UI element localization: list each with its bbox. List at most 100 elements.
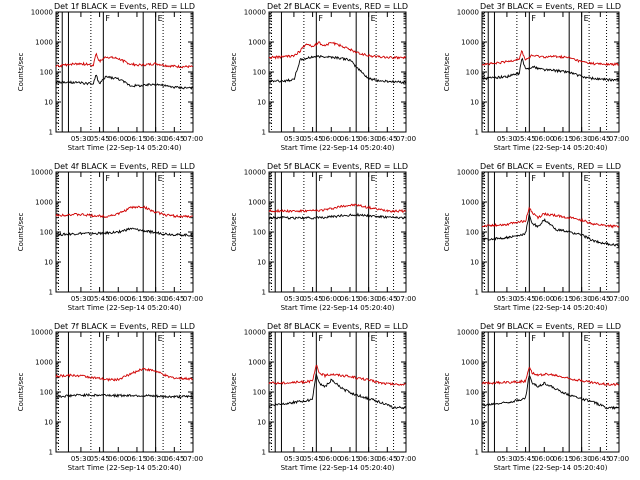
x-tick-label: 06:15 bbox=[127, 455, 147, 463]
y-tick-label: 10 bbox=[257, 99, 266, 107]
y-tick-label: 1000 bbox=[461, 359, 479, 367]
lld-series-line bbox=[55, 367, 194, 382]
y-tick-label: 1000 bbox=[248, 199, 266, 207]
y-tick-label: 1 bbox=[475, 289, 479, 297]
x-tick-label: 06:45 bbox=[164, 135, 184, 143]
x-tick-label: 05:30 bbox=[71, 295, 91, 303]
segment-label: E bbox=[584, 14, 589, 23]
y-axis-label: Counts/sec bbox=[443, 213, 451, 252]
y-tick-label: 10000 bbox=[457, 169, 479, 177]
events-series-line bbox=[268, 373, 406, 410]
y-axis-label: Counts/sec bbox=[17, 53, 25, 92]
segment-label: E bbox=[158, 14, 163, 23]
y-tick-label: 1000 bbox=[461, 39, 479, 47]
lld-series-line bbox=[268, 364, 406, 386]
y-tick-label: 1 bbox=[262, 449, 266, 457]
segment-label: F bbox=[318, 334, 323, 343]
y-tick-label: 10000 bbox=[31, 329, 53, 337]
detector-plot-5: Det 5f BLACK = Events, RED = LLD 1 10 100 10… bbox=[230, 162, 416, 312]
x-tick-label: 06:30 bbox=[146, 455, 166, 463]
x-tick-label: 06:45 bbox=[590, 455, 610, 463]
x-tick-label: 06:00 bbox=[108, 295, 128, 303]
events-series-line bbox=[55, 227, 193, 238]
events-series-line bbox=[481, 57, 620, 82]
plot-frame bbox=[55, 11, 194, 133]
y-axis-label: Counts/sec bbox=[230, 213, 238, 252]
segment-label: E bbox=[584, 334, 589, 343]
x-tick-label: 05:30 bbox=[284, 455, 304, 463]
x-tick-label: 05:45 bbox=[89, 295, 109, 303]
lld-series-line bbox=[481, 206, 620, 229]
segment-label: F bbox=[105, 174, 110, 183]
x-tick-label: 06:45 bbox=[164, 295, 184, 303]
y-tick-label: 100 bbox=[466, 389, 479, 397]
y-tick-label: 100 bbox=[40, 229, 53, 237]
segment-label: F bbox=[105, 14, 110, 23]
x-tick-label: 05:30 bbox=[284, 135, 304, 143]
y-axis-label: Counts/sec bbox=[443, 53, 451, 92]
events-series-line bbox=[55, 74, 193, 90]
x-tick-label: 06:00 bbox=[108, 455, 128, 463]
x-tick-label: 05:45 bbox=[302, 455, 322, 463]
x-tick-label: 06:00 bbox=[108, 135, 128, 143]
plot-frame bbox=[55, 171, 194, 293]
y-tick-label: 1000 bbox=[35, 39, 53, 47]
y-tick-label: 100 bbox=[466, 69, 479, 77]
x-axis-label: Start Time (22-Sep-14 05:20:40) bbox=[494, 464, 608, 472]
x-tick-label: 05:30 bbox=[71, 135, 91, 143]
segment-label: F bbox=[318, 174, 323, 183]
x-tick-label: 06:15 bbox=[340, 135, 360, 143]
detector-plot-9: Det 9f BLACK = Events, RED = LLD 1 10 100 10… bbox=[443, 322, 629, 472]
events-series-line bbox=[55, 392, 194, 399]
x-tick-label: 06:00 bbox=[321, 295, 341, 303]
x-tick-label: 05:45 bbox=[302, 135, 322, 143]
detector-plot-6: Det 6f BLACK = Events, RED = LLD 1 10 100 10… bbox=[443, 162, 629, 312]
x-tick-label: 05:30 bbox=[284, 295, 304, 303]
x-tick-label: 06:45 bbox=[377, 295, 397, 303]
x-tick-label: 06:15 bbox=[127, 135, 147, 143]
segment-label: E bbox=[158, 334, 163, 343]
x-tick-label: 05:45 bbox=[515, 295, 535, 303]
x-tick-label: 07:00 bbox=[183, 295, 203, 303]
detector-plot-7: Det 7f BLACK = Events, RED = LLD 1 10 100 10… bbox=[17, 322, 203, 472]
plot-frame bbox=[55, 331, 194, 453]
plot-frame bbox=[268, 171, 407, 293]
plot-frame bbox=[268, 11, 407, 133]
x-tick-label: 05:30 bbox=[497, 455, 517, 463]
x-tick-label: 07:00 bbox=[396, 135, 416, 143]
y-tick-label: 1000 bbox=[248, 359, 266, 367]
detector-plot-8: Det 8f BLACK = Events, RED = LLD 1 10 100 10… bbox=[230, 322, 416, 472]
x-tick-label: 06:30 bbox=[359, 135, 379, 143]
x-tick-label: 06:30 bbox=[359, 455, 379, 463]
x-tick-label: 06:45 bbox=[164, 455, 184, 463]
events-series-line bbox=[481, 375, 620, 410]
plot-title: Det 4f BLACK = Events, RED = LLD bbox=[54, 162, 195, 171]
y-tick-label: 100 bbox=[40, 69, 53, 77]
plot-title: Det 2f BLACK = Events, RED = LLD bbox=[267, 2, 408, 11]
x-tick-label: 06:00 bbox=[321, 135, 341, 143]
x-axis-label: Start Time (22-Sep-14 05:20:40) bbox=[281, 304, 395, 312]
x-tick-label: 07:00 bbox=[609, 295, 629, 303]
segment-label: F bbox=[105, 334, 110, 343]
plot-title: Det 5f BLACK = Events, RED = LLD bbox=[267, 162, 408, 171]
lld-series-line bbox=[268, 203, 407, 213]
plot-title: Det 7f BLACK = Events, RED = LLD bbox=[54, 322, 195, 331]
x-tick-label: 06:15 bbox=[340, 455, 360, 463]
segment-label: E bbox=[158, 174, 163, 183]
x-tick-label: 05:45 bbox=[89, 455, 109, 463]
y-tick-label: 10000 bbox=[31, 9, 53, 17]
x-tick-label: 06:45 bbox=[377, 455, 397, 463]
segment-label: E bbox=[371, 334, 376, 343]
detector-plot-3: Det 3f BLACK = Events, RED = LLD 1 10 100 10… bbox=[443, 2, 629, 152]
x-tick-label: 06:45 bbox=[590, 135, 610, 143]
y-tick-label: 10 bbox=[257, 259, 266, 267]
plot-frame bbox=[481, 171, 620, 293]
x-tick-label: 05:30 bbox=[71, 455, 91, 463]
y-axis-label: Counts/sec bbox=[443, 373, 451, 412]
y-tick-label: 10000 bbox=[457, 329, 479, 337]
y-tick-label: 10 bbox=[470, 99, 479, 107]
y-tick-label: 1 bbox=[475, 129, 479, 137]
y-tick-label: 1 bbox=[49, 289, 53, 297]
segment-label: F bbox=[318, 14, 323, 23]
